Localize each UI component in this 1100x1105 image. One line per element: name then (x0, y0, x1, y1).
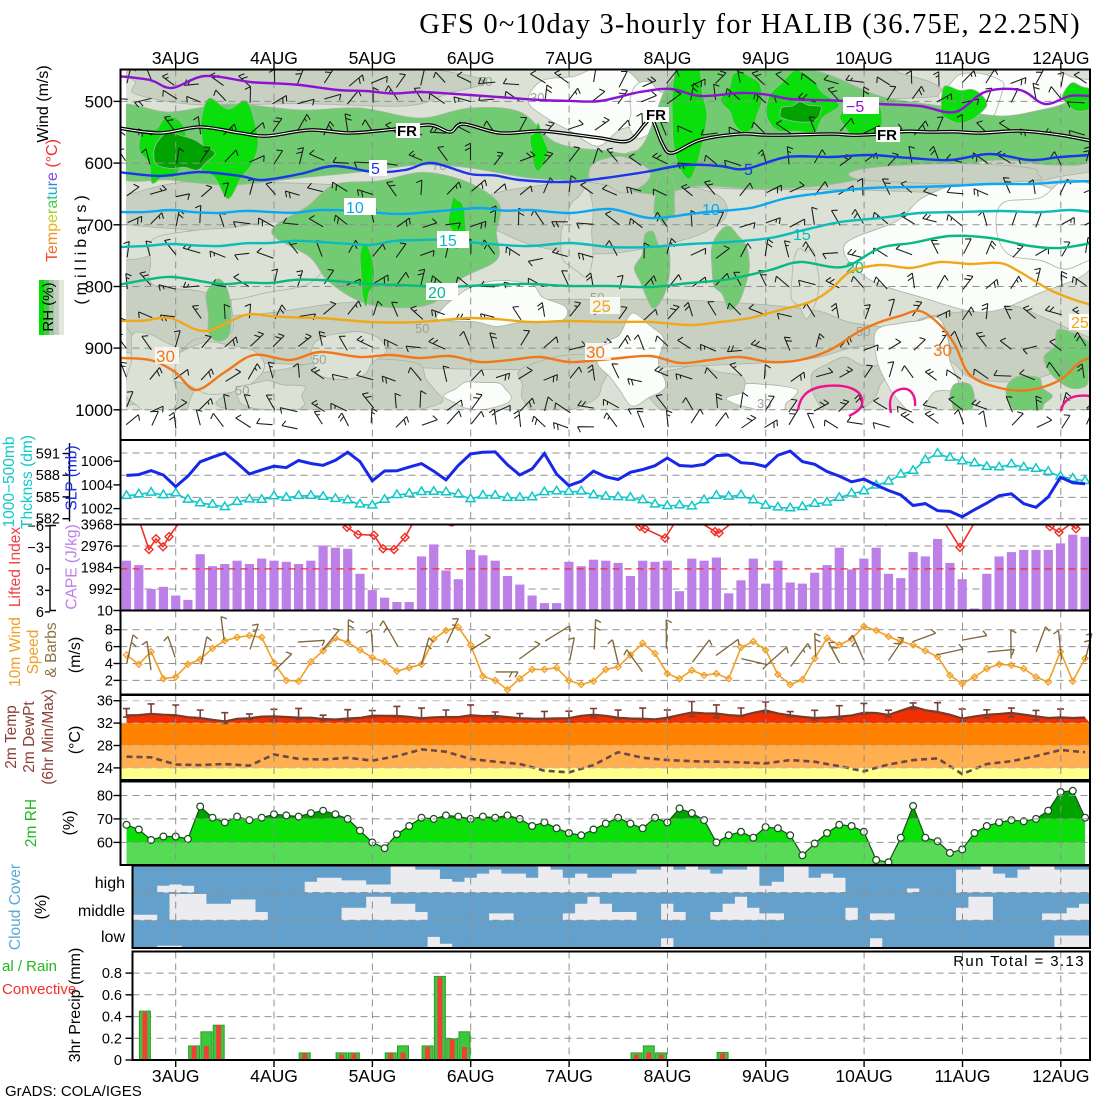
svg-text:0.2: 0.2 (102, 1031, 122, 1047)
svg-text:FR: FR (646, 107, 666, 124)
svg-text:−3: −3 (27, 540, 44, 556)
svg-text:(6hr Min/Max): (6hr Min/Max) (40, 689, 57, 785)
svg-text:GrADS: COLA/IGES: GrADS: COLA/IGES (5, 1083, 142, 1100)
svg-text:FR: FR (397, 123, 417, 140)
svg-text:2m Temp: 2m Temp (3, 705, 20, 768)
svg-text:70: 70 (97, 812, 113, 828)
svg-text:20: 20 (428, 285, 446, 302)
svg-text:6: 6 (36, 605, 44, 621)
svg-text:10: 10 (702, 202, 720, 219)
svg-text:32: 32 (97, 716, 113, 732)
svg-text:Lifted Index: Lifted Index (7, 527, 24, 607)
svg-text:CAPE (J/kg): CAPE (J/kg) (64, 524, 81, 609)
svg-text:0.4: 0.4 (102, 1010, 122, 1026)
svg-text:600: 600 (85, 154, 113, 173)
svg-text:high: high (95, 875, 125, 892)
svg-text:30: 30 (586, 343, 605, 362)
svg-text:2976: 2976 (81, 539, 113, 555)
svg-text:15: 15 (439, 233, 457, 250)
svg-text:588: 588 (36, 468, 60, 484)
svg-text:1000: 1000 (75, 401, 113, 420)
svg-text:low: low (101, 929, 125, 946)
svg-text:30: 30 (530, 90, 544, 105)
svg-text:8: 8 (105, 623, 113, 639)
svg-text:4: 4 (105, 657, 113, 673)
svg-text:(millibars): (millibars) (73, 191, 90, 304)
svg-text:& Barbs: & Barbs (43, 622, 60, 677)
svg-text:al / Rain: al / Rain (2, 958, 57, 975)
svg-text:1984: 1984 (81, 561, 113, 577)
svg-text:(%): (%) (33, 895, 50, 920)
svg-text:24: 24 (97, 761, 113, 777)
svg-text:80: 80 (97, 789, 113, 805)
svg-text:(%): (%) (61, 811, 78, 836)
svg-text:60: 60 (97, 835, 113, 851)
svg-text:70: 70 (335, 276, 349, 291)
svg-text:Cloud Cover: Cloud Cover (7, 864, 24, 950)
svg-text:0: 0 (36, 562, 44, 578)
svg-text:(°C): (°C) (67, 726, 84, 755)
svg-text:0.6: 0.6 (102, 988, 122, 1004)
svg-text:5: 5 (371, 161, 380, 178)
svg-text:2m DewPt: 2m DewPt (21, 701, 38, 773)
svg-text:585: 585 (36, 490, 60, 506)
svg-text:992: 992 (89, 582, 113, 598)
svg-text:30: 30 (156, 347, 175, 366)
svg-text:0.8: 0.8 (102, 966, 122, 982)
svg-text:1000−500mb: 1000−500mb (1, 437, 18, 528)
svg-text:36: 36 (97, 694, 113, 710)
svg-text:15: 15 (793, 227, 811, 244)
svg-text:3968: 3968 (81, 518, 113, 534)
svg-text:RH (%): RH (%) (40, 282, 57, 331)
svg-text:2m RH: 2m RH (23, 799, 40, 847)
svg-text:Wind (m/s): Wind (m/s) (35, 65, 52, 142)
svg-text:1004: 1004 (81, 478, 113, 494)
svg-text:25: 25 (1071, 315, 1089, 332)
svg-text:6: 6 (105, 640, 113, 656)
svg-text:12AUG: 12AUG (1032, 1066, 1089, 1086)
svg-text:0: 0 (114, 1053, 122, 1069)
svg-text:1002: 1002 (81, 502, 113, 518)
svg-text:7AUG: 7AUG (545, 1066, 593, 1086)
svg-text:4AUG: 4AUG (250, 1066, 298, 1086)
svg-text:900: 900 (85, 339, 113, 358)
svg-text:50: 50 (235, 383, 249, 398)
svg-text:500: 500 (85, 92, 113, 111)
svg-text:10: 10 (97, 604, 113, 620)
svg-text:GFS 0~10day 3-hourly for HALIB: GFS 0~10day 3-hourly for HALIB (36.75E, … (419, 9, 1081, 40)
svg-text:10AUG: 10AUG (835, 1066, 892, 1086)
svg-text:(m/s): (m/s) (67, 637, 84, 673)
svg-text:5: 5 (744, 162, 753, 179)
svg-text:middle: middle (78, 903, 125, 920)
svg-text:3hr Precip (mm): 3hr Precip (mm) (67, 948, 84, 1063)
svg-text:Run Total = 3.13: Run Total = 3.13 (953, 953, 1085, 970)
svg-text:50: 50 (478, 74, 492, 89)
svg-text:Temperature (°C): Temperature (°C) (44, 139, 61, 262)
svg-text:Convective: Convective (2, 981, 76, 998)
svg-text:5AUG: 5AUG (349, 1066, 397, 1086)
svg-text:25: 25 (592, 297, 611, 316)
svg-text:30: 30 (933, 341, 952, 360)
svg-text:9AUG: 9AUG (742, 1066, 790, 1086)
svg-text:Speed: Speed (25, 630, 42, 675)
svg-text:FR: FR (877, 127, 897, 144)
svg-text:3AUG: 3AUG (152, 1066, 200, 1086)
svg-text:Thcknss (dm): Thcknss (dm) (19, 435, 36, 529)
svg-text:3: 3 (36, 583, 44, 599)
svg-text:10: 10 (346, 200, 364, 217)
svg-text:−5: −5 (846, 99, 864, 116)
svg-text:2: 2 (105, 673, 113, 689)
svg-text:50: 50 (312, 352, 326, 367)
svg-text:10m Wind: 10m Wind (7, 617, 24, 687)
svg-text:11AUG: 11AUG (934, 1066, 990, 1086)
svg-text:SLP (mb): SLP (mb) (64, 445, 81, 510)
svg-text:1006: 1006 (81, 454, 113, 470)
svg-text:8AUG: 8AUG (644, 1066, 692, 1086)
svg-text:28: 28 (97, 739, 113, 755)
svg-text:6AUG: 6AUG (447, 1066, 495, 1086)
svg-text:591: 591 (36, 447, 60, 463)
